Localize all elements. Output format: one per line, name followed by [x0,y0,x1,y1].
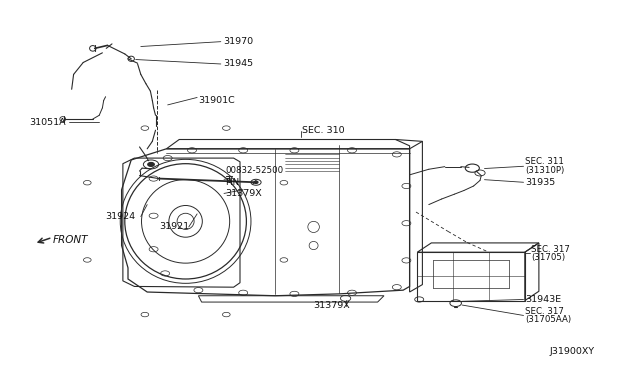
Text: 31945: 31945 [223,60,253,68]
Circle shape [251,179,261,185]
Text: SEC. 317: SEC. 317 [525,307,564,316]
Text: (31310P): (31310P) [525,166,564,175]
Text: 31051A: 31051A [29,118,65,126]
Text: 00832-52500: 00832-52500 [225,166,284,174]
Text: 31943E: 31943E [525,295,561,304]
Text: (31705AA): (31705AA) [525,315,571,324]
Circle shape [254,181,258,183]
Text: SEC. 311: SEC. 311 [525,157,564,166]
Circle shape [148,163,154,166]
Text: (31705): (31705) [531,253,565,262]
Text: 31379X: 31379X [314,301,350,310]
Text: 31379X: 31379X [225,189,262,198]
Text: 31970: 31970 [223,37,253,46]
Text: 31924: 31924 [106,212,136,221]
Text: 31901C: 31901C [198,96,235,105]
Text: FRONT: FRONT [52,235,88,245]
Text: SEC. 310: SEC. 310 [302,126,345,135]
Text: 31935: 31935 [525,178,555,187]
Text: PIN: PIN [225,178,239,187]
Text: 31921: 31921 [159,222,189,231]
Text: SEC. 317: SEC. 317 [531,245,570,254]
Text: J31900XY: J31900XY [549,347,595,356]
